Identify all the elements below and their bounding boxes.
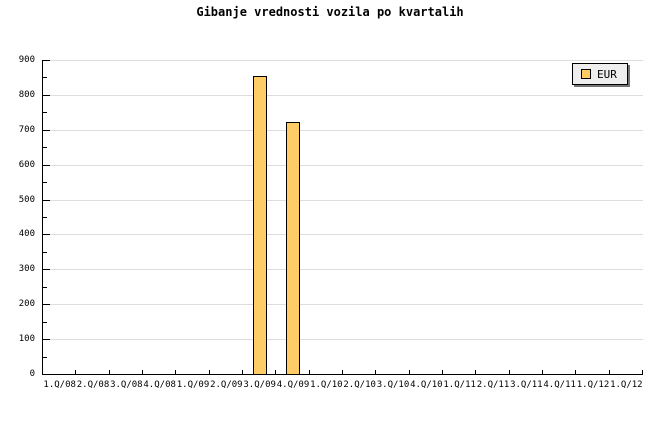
x-axis-label: 3.Q/09 — [243, 380, 276, 390]
y-axis-minor-tick — [43, 321, 47, 323]
x-axis-tick — [308, 370, 310, 374]
y-axis-label: 500 — [18, 194, 35, 205]
y-axis-minor-tick — [43, 182, 47, 184]
y-axis-label: 200 — [18, 299, 35, 310]
y-axis-major-tick — [43, 94, 50, 96]
x-axis-tick — [608, 370, 610, 374]
x-axis-tick — [108, 370, 110, 374]
y-axis-major-tick — [43, 269, 50, 271]
y-axis-major-tick — [43, 164, 50, 166]
x-axis-label: 1.Q/09 — [176, 380, 210, 390]
x-axis-tick — [242, 370, 243, 374]
y-axis-minor-tick — [43, 112, 47, 114]
y-axis-major-tick — [43, 60, 50, 61]
x-axis-label: 4.Q/09 — [276, 380, 310, 390]
x-axis-tick — [342, 370, 343, 374]
y-axis-minor-tick — [43, 217, 47, 218]
gridline — [43, 269, 643, 271]
x-axis-label: 2.Q/11 — [476, 380, 510, 390]
x-axis-tick — [442, 370, 443, 374]
x-axis-label: 3.Q/08 — [110, 380, 143, 390]
y-axis-minor-tick — [43, 147, 47, 149]
x-axis-tick — [508, 370, 510, 374]
bar — [286, 121, 300, 374]
y-axis-label: 600 — [18, 159, 35, 170]
legend-series-swatch-icon — [581, 69, 591, 79]
x-axis-label: 3.Q/11 — [510, 380, 543, 390]
y-axis-label: 700 — [18, 124, 35, 135]
x-axis-label: 2.Q/09 — [210, 380, 243, 390]
y-axis-label: 900 — [18, 55, 35, 65]
x-axis-label: 2.Q/08 — [76, 380, 110, 390]
y-axis-major-tick — [43, 234, 50, 236]
y-axis-major-tick — [43, 339, 50, 341]
y-axis-label: 100 — [18, 334, 35, 345]
x-axis-label: 1.Q/10 — [310, 380, 343, 390]
x-axis-tick — [208, 370, 210, 374]
y-axis-major-tick — [43, 374, 50, 375]
gridline — [43, 304, 643, 306]
y-axis-minor-tick — [43, 356, 47, 358]
y-axis-major-tick — [43, 199, 50, 201]
x-axis-label: 4.Q/10 — [410, 380, 443, 390]
chart-title: Gibanje vrednosti vozila po kvartalih — [196, 5, 464, 19]
x-axis-tick — [142, 370, 143, 374]
x-axis-label: 2.Q/10 — [343, 380, 376, 390]
x-axis-tick — [642, 370, 643, 374]
y-axis-label: 400 — [18, 229, 35, 240]
x-axis-label: 1.Q/12 — [610, 380, 643, 390]
y-axis-label: 300 — [18, 264, 35, 275]
gridline — [43, 60, 643, 61]
gridline — [43, 339, 643, 341]
gridline — [43, 199, 643, 201]
gridline — [43, 234, 643, 236]
x-axis-label: 1.Q/12 — [576, 380, 610, 390]
x-axis-label: 4.Q/11 — [543, 380, 576, 390]
gridline — [43, 94, 643, 96]
y-axis-minor-tick — [43, 77, 47, 79]
x-axis-label: 4.Q/08 — [143, 380, 176, 390]
legend: EUR — [572, 63, 628, 85]
x-axis-label: 3.Q/10 — [376, 380, 410, 390]
y-axis-label: 800 — [18, 89, 35, 100]
x-axis-tick — [275, 370, 277, 374]
y-axis-major-tick — [43, 304, 50, 306]
y-axis-minor-tick — [43, 286, 47, 288]
plot-area: 0 100 200 300 400 500 600 700 800 900 1.Q/08 2.Q/08… — [19, 56, 643, 390]
x-axis-tick — [75, 370, 77, 374]
legend-series-label: EUR — [597, 67, 617, 81]
x-axis-tick — [408, 370, 410, 374]
y-axis-label: 0 — [29, 369, 35, 379]
x-axis-tick — [542, 370, 543, 374]
x-axis-label: 1.Q/11 — [443, 380, 476, 390]
gridline — [43, 129, 643, 131]
x-axis-label: 1.Q/08 — [43, 380, 76, 390]
gridline — [43, 164, 643, 166]
x-axis-tick — [575, 370, 577, 374]
y-axis-major-tick — [43, 129, 50, 131]
bar — [252, 75, 267, 374]
y-axis-minor-tick — [43, 251, 47, 253]
x-axis-tick — [475, 370, 477, 374]
x-axis-tick — [375, 370, 377, 374]
x-axis-tick — [175, 370, 177, 374]
